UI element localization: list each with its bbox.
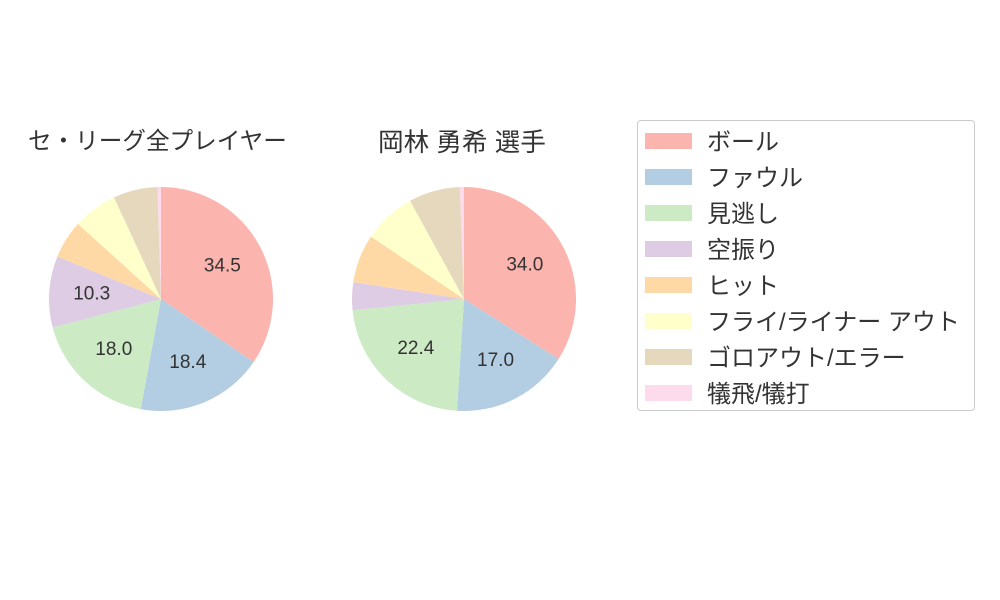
svg-text:22.4: 22.4 bbox=[397, 338, 434, 359]
svg-text:18.0: 18.0 bbox=[95, 339, 132, 360]
svg-text:34.5: 34.5 bbox=[204, 256, 241, 277]
svg-text:18.4: 18.4 bbox=[169, 352, 206, 373]
svg-text:34.0: 34.0 bbox=[506, 255, 543, 276]
svg-text:17.0: 17.0 bbox=[477, 350, 514, 371]
svg-text:10.3: 10.3 bbox=[73, 283, 110, 304]
